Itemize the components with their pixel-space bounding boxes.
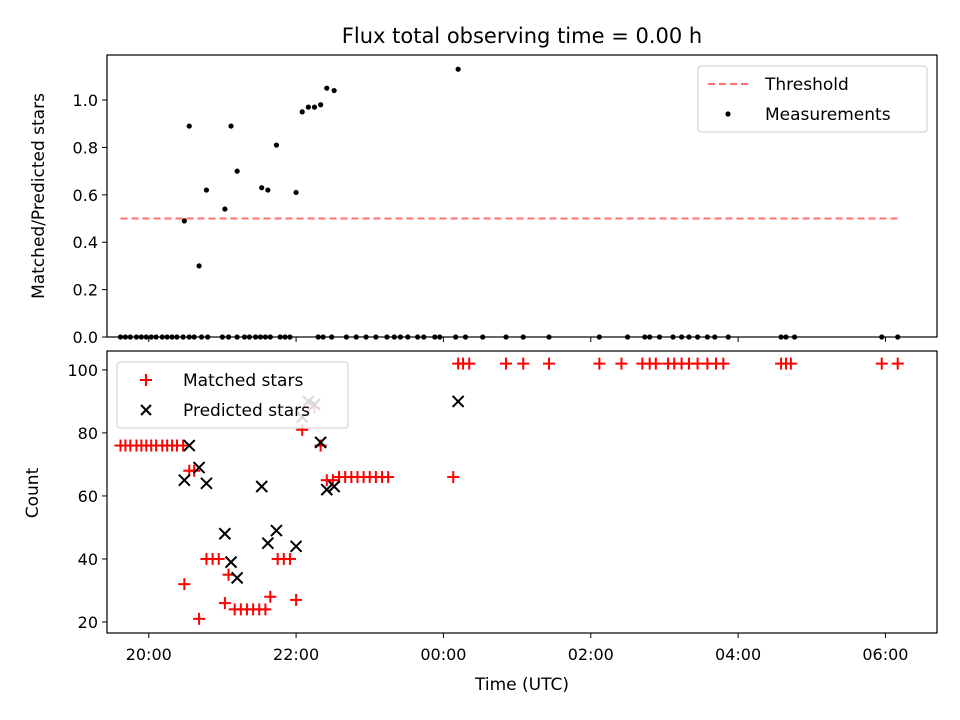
measurement-point	[265, 187, 270, 192]
bottom-legend: Matched stars Predicted stars	[117, 362, 348, 428]
bottom-xticks: 20:00 22:00 00:00 02:00 04:00 06:00	[126, 633, 909, 664]
predicted-star-point	[271, 525, 282, 536]
top-ylabel: Matched/Predicted stars	[29, 93, 49, 299]
matched-star-point	[259, 603, 271, 615]
matched-star-point	[650, 358, 662, 370]
bottom-ytick-label: 20	[78, 613, 98, 632]
bottom-xlabel: Time (UTC)	[474, 675, 569, 695]
predicted-star-point	[256, 481, 267, 492]
matched-star-point	[284, 553, 296, 565]
xtick-label: 04:00	[715, 645, 761, 664]
bottom-yticks: 20 40 60 80 100	[67, 361, 107, 632]
top-ytick-label: 0.6	[73, 186, 98, 205]
bottom-ytick-label: 60	[78, 487, 98, 506]
legend-matched-label: Matched stars	[183, 371, 303, 391]
predicted-star-point	[232, 572, 243, 583]
matched-star-point	[178, 578, 190, 590]
matched-star-point	[500, 358, 512, 370]
bottom-ytick-label: 40	[78, 550, 98, 569]
measurement-point	[456, 67, 461, 72]
predicted-star-point	[219, 528, 230, 539]
matched-star-point	[876, 358, 888, 370]
matched-star-point	[517, 358, 529, 370]
matched-star-point	[463, 358, 475, 370]
measurement-point	[318, 102, 323, 107]
legend-threshold-label: Threshold	[764, 75, 849, 95]
bottom-ytick-label: 100	[67, 361, 98, 380]
measurement-point	[300, 109, 305, 114]
matched-star-point	[213, 553, 225, 565]
measurement-point	[187, 123, 192, 128]
measurement-point	[306, 105, 311, 110]
matched-star-point	[193, 613, 205, 625]
predicted-star-point	[262, 538, 273, 549]
matched-star-point	[543, 358, 555, 370]
legend-measurements-label: Measurements	[765, 105, 891, 125]
predicted-star-point	[226, 557, 237, 568]
matched-star-point	[264, 591, 276, 603]
matched-star-point	[382, 471, 394, 483]
measurement-point	[259, 185, 264, 190]
predicted-star-point	[291, 541, 302, 552]
xtick-label: 02:00	[568, 645, 614, 664]
legend-predicted-label: Predicted stars	[183, 401, 310, 421]
bottom-panel: 20 40 60 80 100 20:00 22:00 00:00 02:00 04:00 06:…	[23, 351, 937, 695]
measurement-point	[312, 105, 317, 110]
top-ytick-label: 1.0	[73, 91, 98, 110]
measurement-point	[332, 88, 337, 93]
predicted-star-point	[201, 478, 212, 489]
matched-star-point	[219, 597, 231, 609]
measurement-point	[293, 190, 298, 195]
matched-star-point	[615, 358, 627, 370]
measurement-point	[196, 263, 201, 268]
xtick-label: 20:00	[126, 645, 172, 664]
predicted-star-point	[179, 475, 190, 486]
top-legend: Threshold Measurements	[698, 66, 927, 132]
matched-star-point	[593, 358, 605, 370]
xtick-label: 06:00	[862, 645, 908, 664]
xtick-label: 00:00	[420, 645, 466, 664]
measurement-point	[182, 218, 187, 223]
bottom-ytick-label: 80	[78, 424, 98, 443]
top-ytick-label: 0.2	[73, 281, 98, 300]
top-panel: 0.0 0.2 0.4 0.6 0.8 1.0 Matched/Predicted sta…	[29, 55, 937, 347]
measurement-point	[324, 86, 329, 91]
top-ytick-label: 0.4	[73, 233, 98, 252]
measurement-point	[228, 123, 233, 128]
measurement-point	[235, 169, 240, 174]
predicted-star-point	[453, 396, 464, 407]
matched-star-point	[290, 594, 302, 606]
measurement-point	[274, 142, 279, 147]
xtick-label: 22:00	[273, 645, 319, 664]
matched-star-point	[177, 440, 189, 452]
top-yticks: 0.0 0.2 0.4 0.6 0.8 1.0	[73, 91, 107, 347]
top-ytick-label: 0.0	[73, 328, 98, 347]
chart-title: Flux total observing time = 0.00 h	[342, 24, 702, 48]
matched-star-point	[892, 358, 904, 370]
legend-measurements-swatch	[725, 111, 730, 116]
bottom-ylabel: Count	[23, 467, 43, 518]
measurement-point	[204, 187, 209, 192]
measurement-point	[222, 206, 227, 211]
matched-star-point	[447, 471, 459, 483]
figure: Flux total observing time = 0.00 h 0.00.…	[0, 0, 960, 720]
top-ytick-label: 0.8	[73, 138, 98, 157]
matched-star-point	[717, 358, 729, 370]
